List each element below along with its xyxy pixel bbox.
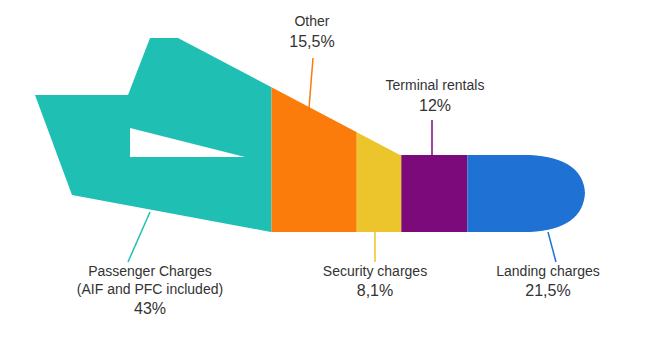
svg-text:43%: 43% — [134, 300, 166, 317]
svg-text:12%: 12% — [419, 97, 451, 114]
svg-text:Other: Other — [294, 13, 329, 29]
svg-text:Passenger Charges: Passenger Charges — [88, 263, 212, 279]
svg-text:21,5%: 21,5% — [525, 282, 570, 299]
svg-text:15,5%: 15,5% — [289, 33, 334, 50]
svg-text:Security charges: Security charges — [323, 263, 427, 279]
svg-text:(AIF and PFC included): (AIF and PFC included) — [77, 281, 223, 297]
svg-text:Terminal rentals: Terminal rentals — [386, 77, 485, 93]
svg-text:8,1%: 8,1% — [357, 282, 393, 299]
svg-text:Landing charges: Landing charges — [496, 263, 600, 279]
